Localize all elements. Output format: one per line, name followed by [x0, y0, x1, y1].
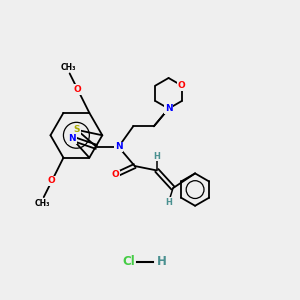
Text: N: N: [68, 134, 76, 143]
Text: Cl: Cl: [122, 255, 135, 268]
Text: H: H: [158, 255, 167, 268]
Text: S: S: [74, 125, 80, 134]
Text: O: O: [178, 81, 186, 90]
Text: CH₃: CH₃: [60, 63, 76, 72]
Text: N: N: [115, 142, 122, 152]
Text: O: O: [48, 176, 56, 185]
Text: O: O: [74, 85, 82, 94]
Text: CH₃: CH₃: [34, 199, 50, 208]
Text: H: H: [153, 152, 160, 161]
Text: N: N: [165, 104, 172, 113]
Text: O: O: [112, 170, 119, 179]
Text: H: H: [165, 198, 172, 207]
